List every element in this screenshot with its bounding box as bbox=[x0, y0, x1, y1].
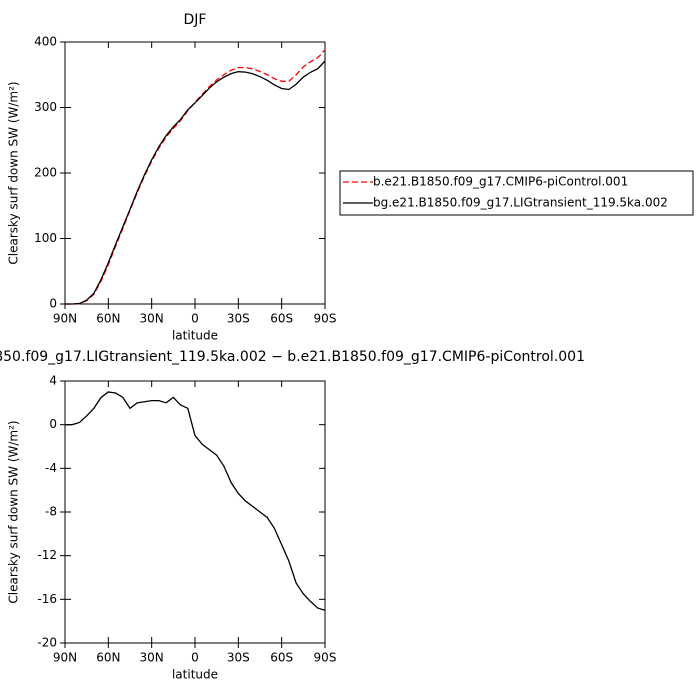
x-tick-label: 30S bbox=[227, 651, 250, 665]
x-tick-label: 30N bbox=[140, 651, 164, 665]
y-tick-label: -12 bbox=[37, 548, 57, 562]
y-tick-label: -8 bbox=[45, 505, 57, 519]
x-tick-label: 90N bbox=[53, 651, 77, 665]
x-tick-label: 30S bbox=[227, 312, 250, 326]
y-tick-label: 400 bbox=[34, 35, 57, 49]
x-tick-label: 60S bbox=[270, 312, 293, 326]
plot-frame bbox=[64, 380, 326, 644]
x-tick-label: 90S bbox=[314, 651, 337, 665]
y-tick-label: -4 bbox=[45, 461, 57, 475]
data-line bbox=[65, 49, 326, 305]
x-tick-label: 60N bbox=[96, 651, 120, 665]
y-tick-label: 300 bbox=[34, 100, 57, 114]
y-tick-label: 0 bbox=[49, 297, 57, 311]
plot-frame bbox=[64, 41, 326, 305]
x-tick-label: 90S bbox=[314, 312, 337, 326]
y-tick-label: 200 bbox=[34, 166, 57, 180]
x-axis-label: latitude bbox=[172, 668, 218, 682]
x-tick-label: 0 bbox=[191, 651, 199, 665]
chart-title: DJF bbox=[184, 12, 207, 28]
y-tick-label: 0 bbox=[49, 417, 57, 431]
legend-label: bg.e21.B1850.f09_g17.LIGtransient_119.5k… bbox=[373, 196, 668, 210]
x-tick-label: 30N bbox=[140, 312, 164, 326]
x-tick-label: 90N bbox=[53, 312, 77, 326]
legend-box bbox=[339, 170, 694, 216]
x-tick-label: 0 bbox=[191, 312, 199, 326]
data-line bbox=[65, 391, 326, 611]
y-tick-label: 4 bbox=[49, 374, 57, 388]
x-tick-label: 60S bbox=[270, 651, 293, 665]
y-axis-label: Clearsky surf down SW (W/m²) bbox=[7, 420, 21, 603]
legend-label: b.e21.B1850.f09_g17.CMIP6-piControl.001 bbox=[373, 175, 628, 189]
data-line bbox=[65, 60, 326, 305]
x-axis-label: latitude bbox=[172, 329, 218, 343]
y-tick-label: 100 bbox=[34, 231, 57, 245]
chart-title: bg.e21.B1850.f09_g17.LIGtransient_119.5k… bbox=[0, 349, 585, 365]
y-tick-label: -16 bbox=[37, 592, 57, 606]
y-axis-label: Clearsky surf down SW (W/m²) bbox=[7, 81, 21, 264]
x-tick-label: 60N bbox=[96, 312, 120, 326]
y-tick-label: -20 bbox=[37, 636, 57, 650]
